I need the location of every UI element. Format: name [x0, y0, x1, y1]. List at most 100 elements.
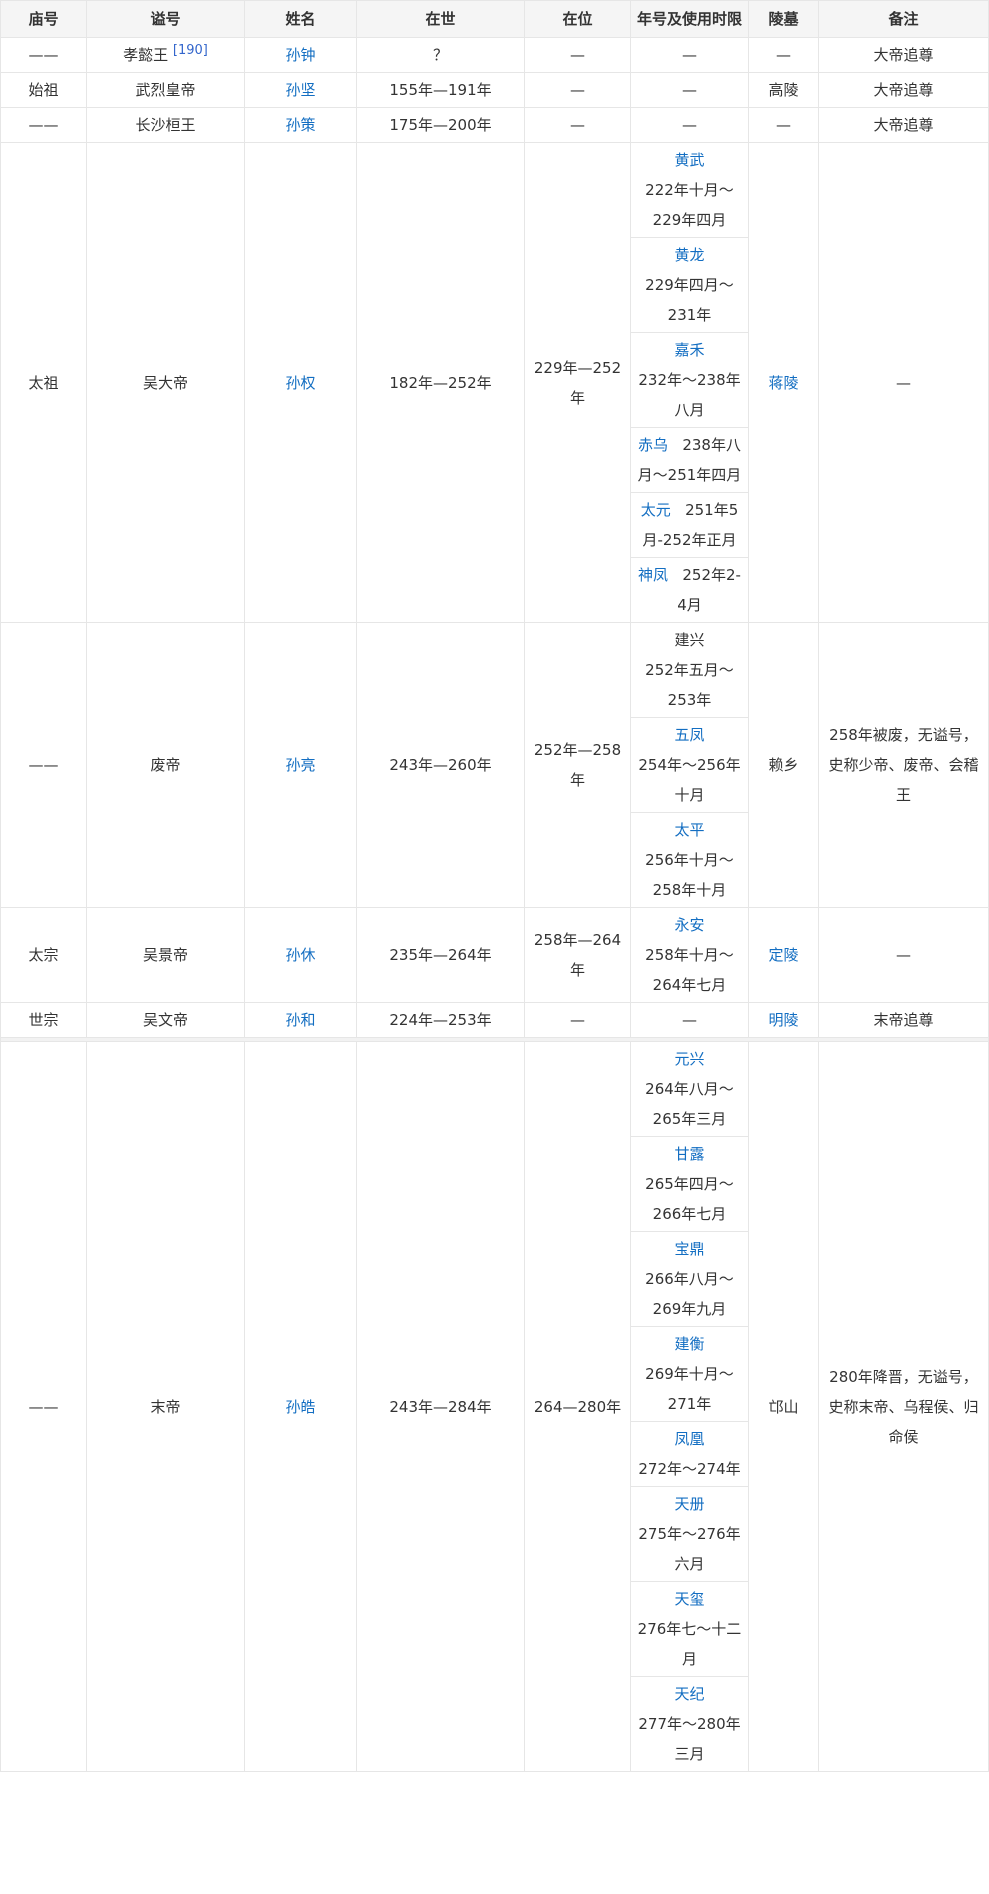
lifespan-cell: 224年—253年	[356, 1002, 525, 1038]
era-link[interactable]: 赤乌	[638, 436, 669, 454]
era-link[interactable]: 黄武	[674, 151, 705, 169]
reference-link[interactable]: [190]	[172, 43, 208, 58]
era-entry: 永安 258年十月～264年七月	[632, 909, 748, 1002]
posthumous-name-cell: 武烈皇帝	[86, 72, 245, 108]
lifespan-cell: 155年—191年	[356, 72, 525, 108]
header-temple-name: 庙号	[0, 0, 87, 38]
header-notes: 备注	[818, 0, 989, 38]
tomb-link[interactable]: 蒋陵	[768, 373, 799, 392]
note-cell: 大帝追尊	[818, 107, 989, 143]
era-cell: 黄武 222年十月～229年四月 黄龙 229年四月～231年 嘉禾 232年～238…	[630, 142, 749, 623]
posthumous-name-cell: 长沙桓王	[86, 107, 245, 143]
era-period: 272年～274年	[638, 1460, 741, 1478]
reign-cell: 252年—258年	[524, 622, 631, 908]
posthumous-name: 孝懿王	[123, 46, 169, 64]
lifespan-cell: 235年—264年	[356, 907, 525, 1003]
era-link[interactable]: 天纪	[674, 1685, 705, 1703]
person-link[interactable]: 孙皓	[285, 1397, 316, 1416]
era-period: 232年～238年八月	[638, 371, 741, 419]
posthumous-name-cell: 吴大帝	[86, 142, 245, 623]
temple-name-cell: 太宗	[0, 907, 87, 1003]
era-period: 269年十月～271年	[645, 1365, 734, 1413]
header-row: 庙号 谥号 姓名 在世 在位 年号及使用时限 陵墓 备注	[0, 0, 989, 38]
note-cell: 280年降晋，无谥号，史称末帝、乌程侯、归命侯	[818, 1041, 989, 1772]
tomb-cell: —	[748, 37, 819, 73]
era-cell: 建兴 252年五月～253年 五凤 254年～256年十月 太平 256年十月～258…	[630, 622, 749, 908]
era-period: 256年十月～258年十月	[645, 851, 734, 899]
era-link[interactable]: 甘露	[674, 1145, 705, 1163]
era-entry: 黄武 222年十月～229年四月	[631, 144, 748, 238]
era-entry: 神凤 252年2-4月	[632, 558, 748, 622]
person-link[interactable]: 孙坚	[285, 81, 316, 99]
header-lifespan: 在世	[356, 0, 525, 38]
emperor-table: 庙号 谥号 姓名 在世 在位 年号及使用时限 陵墓 备注 —— 孝懿王 [190…	[0, 0, 989, 1772]
reign-cell: —	[524, 72, 631, 108]
era-link[interactable]: 元兴	[674, 1050, 705, 1068]
reign-cell: 258年—264年	[524, 907, 631, 1003]
tomb-cell: 邙山	[748, 1041, 819, 1772]
person-link[interactable]: 孙钟	[285, 46, 316, 64]
era-link[interactable]: 天册	[674, 1495, 705, 1513]
era-entry: 天册 275年～276年六月	[631, 1487, 748, 1582]
note-cell: 大帝追尊	[818, 72, 989, 108]
era-link[interactable]: 五凤	[674, 726, 705, 744]
era-link[interactable]: 太元	[640, 501, 671, 519]
table-row: —— 孝懿王 [190] 孙钟 ？ — — — 大帝追尊	[0, 37, 989, 73]
era-entry: 天纪 277年～280年三月	[632, 1677, 748, 1771]
person-link[interactable]: 孙策	[285, 116, 316, 134]
era-link[interactable]: 神凤	[638, 566, 669, 584]
table-row: 太宗 吴景帝 孙休 235年—264年 258年—264年 永安 258年十月～2…	[0, 907, 989, 1003]
personal-name-cell: 孙和	[244, 1002, 357, 1038]
person-link[interactable]: 孙休	[285, 946, 316, 964]
note-cell: 大帝追尊	[818, 37, 989, 73]
era-entry: 凤凰 272年～274年	[631, 1422, 748, 1487]
era-period: 238年八月～251年四月	[637, 436, 742, 484]
era-cell: 元兴 264年八月～265年三月 甘露 265年四月～266年七月 宝鼎 266年八月…	[630, 1041, 749, 1772]
lifespan-cell: 175年—200年	[356, 107, 525, 143]
era-cell: —	[630, 1002, 749, 1038]
era-link[interactable]: 嘉禾	[674, 341, 705, 359]
personal-name-cell: 孙权	[244, 142, 357, 623]
era-link[interactable]: 太平	[674, 821, 705, 839]
tomb-link[interactable]: 定陵	[768, 946, 799, 964]
era-link[interactable]: 宝鼎	[674, 1240, 705, 1258]
era-link[interactable]: 永安	[674, 916, 705, 934]
temple-name-cell: 始祖	[0, 72, 87, 108]
personal-name-cell: 孙休	[244, 907, 357, 1003]
temple-name-cell: 世宗	[0, 1002, 87, 1038]
header-tomb: 陵墓	[748, 0, 819, 38]
era-cell: —	[630, 107, 749, 143]
era-link[interactable]: 凤凰	[674, 1430, 705, 1448]
era-period: 229年四月～231年	[645, 276, 734, 324]
reign-cell: 264—280年	[524, 1041, 631, 1772]
lifespan-cell: ？	[356, 37, 525, 73]
tomb-cell: 明陵	[748, 1002, 819, 1038]
lifespan-cell: 243年—260年	[356, 622, 525, 908]
era-entry: 黄龙 229年四月～231年	[631, 238, 748, 333]
reign-cell: 229年—252年	[524, 142, 631, 623]
header-reign: 在位	[524, 0, 631, 38]
era-period: 252年2-4月	[677, 566, 741, 614]
note-cell: 258年被废，无谥号，史称少帝、废帝、会稽王	[818, 622, 989, 908]
person-link[interactable]: 孙权	[285, 373, 316, 392]
era-link[interactable]: 建衡	[674, 1335, 705, 1353]
era-period: 264年八月～265年三月	[645, 1080, 734, 1128]
header-posthumous-name: 谥号	[86, 0, 245, 38]
tomb-link[interactable]: 明陵	[768, 1011, 799, 1029]
tomb-cell: 定陵	[748, 907, 819, 1003]
era-link[interactable]: 黄龙	[674, 246, 705, 264]
table-row: —— 废帝 孙亮 243年—260年 252年—258年 建兴 252年五月～25…	[0, 622, 989, 908]
tomb-cell: 高陵	[748, 72, 819, 108]
table-row: 太祖 吴大帝 孙权 182年—252年 229年—252年 黄武 222年十月～2…	[0, 142, 989, 623]
person-link[interactable]: 孙亮	[285, 756, 316, 774]
lifespan-cell: 243年—284年	[356, 1041, 525, 1772]
person-link[interactable]: 孙和	[285, 1011, 316, 1029]
era-link[interactable]: 天玺	[674, 1590, 705, 1608]
posthumous-name-cell: 末帝	[86, 1041, 245, 1772]
note-cell: 末帝追尊	[818, 1002, 989, 1038]
personal-name-cell: 孙钟	[244, 37, 357, 73]
era-entry: 甘露 265年四月～266年七月	[631, 1137, 748, 1232]
temple-name-cell: ——	[0, 107, 87, 143]
temple-name-cell: ——	[0, 622, 87, 908]
era-entry: 天玺 276年七～十二月	[631, 1582, 748, 1677]
